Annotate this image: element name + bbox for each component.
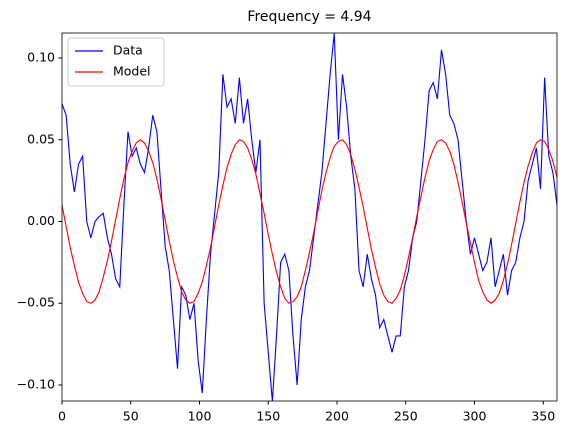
y-tick-label: 0.10 [27, 50, 55, 65]
x-tick-label: 0 [58, 409, 66, 424]
x-tick-label: 50 [123, 409, 139, 424]
legend-box [67, 37, 165, 87]
x-tick-label: 300 [463, 409, 487, 424]
x-tick-label: 250 [394, 409, 418, 424]
x-tick-label: 100 [188, 409, 212, 424]
legend-label: Model [113, 64, 151, 79]
x-tick-label: 350 [531, 409, 555, 424]
data-line [62, 139, 557, 304]
y-tick-label: 0.00 [27, 213, 55, 228]
x-tick-label: 200 [325, 409, 349, 424]
data-line [62, 33, 557, 401]
x-tick-label: 150 [256, 409, 280, 424]
y-tick-label: −0.05 [17, 295, 55, 310]
y-tick-label: 0.05 [27, 131, 55, 146]
legend-label: Data [113, 43, 143, 58]
chart-title: Frequency = 4.94 [247, 9, 371, 25]
y-tick-label: −0.10 [17, 376, 55, 391]
axes-frame [61, 32, 558, 402]
